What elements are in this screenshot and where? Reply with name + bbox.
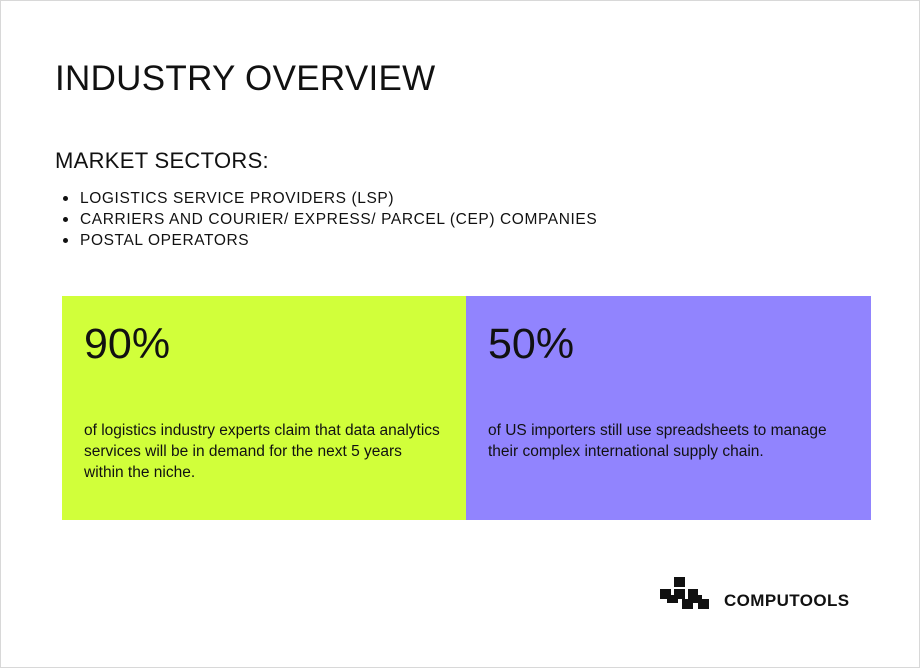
- stat-description: of logistics industry experts claim that…: [84, 422, 440, 481]
- brand-logo: COMPUTOOLS: [660, 577, 850, 615]
- stat-value: 90%: [84, 320, 171, 368]
- list-item: CARRIERS AND COURIER/ EXPRESS/ PARCEL (C…: [63, 209, 597, 230]
- computools-logo-icon: [660, 577, 709, 609]
- bullet-icon: [63, 217, 68, 222]
- stat-card-50-percent: 50% of US importers still use spreadshee…: [466, 296, 871, 520]
- list-item: POSTAL OPERATORS: [63, 230, 597, 251]
- market-sectors-list: LOGISTICS SERVICE PROVIDERS (LSP) CARRIE…: [63, 188, 597, 251]
- list-item-label: POSTAL OPERATORS: [80, 232, 250, 249]
- list-item-label: LOGISTICS SERVICE PROVIDERS (LSP): [80, 190, 395, 207]
- stat-card-90-percent: 90% of logistics industry experts claim …: [62, 296, 466, 520]
- stat-description: of US importers still use spreadsheets t…: [488, 422, 827, 460]
- list-item-label: CARRIERS AND COURIER/ EXPRESS/ PARCEL (C…: [80, 211, 598, 228]
- page-title: INDUSTRY OVERVIEW: [55, 59, 436, 98]
- list-item: LOGISTICS SERVICE PROVIDERS (LSP): [63, 188, 597, 209]
- stat-value: 50%: [488, 320, 575, 368]
- market-sectors-heading: MARKET SECTORS:: [55, 148, 269, 173]
- brand-name: COMPUTOOLS: [724, 591, 850, 610]
- bullet-icon: [63, 238, 68, 243]
- bullet-icon: [63, 196, 68, 201]
